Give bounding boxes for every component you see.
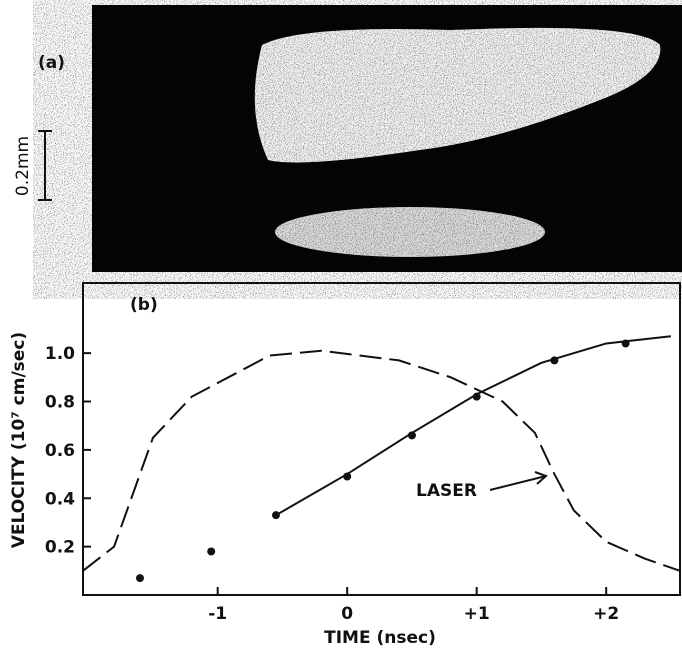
y-tick-label: 1.0 xyxy=(45,344,75,364)
x-tick-label: 0 xyxy=(341,604,353,624)
y-tick-label: 0.8 xyxy=(45,393,75,413)
scale-label: 0.2mm xyxy=(13,136,33,196)
x-tick-label: -1 xyxy=(208,604,227,624)
x-axis-label: TIME (nsec) xyxy=(324,628,436,648)
annotation: LASER xyxy=(416,481,477,501)
y-axis-label: VELOCITY (10⁷ cm/sec) xyxy=(9,332,29,548)
data-point xyxy=(135,574,144,583)
panel-label: (a) xyxy=(38,53,65,73)
streak-image xyxy=(92,5,682,272)
y-tick-label: 0.4 xyxy=(45,489,75,509)
panel-label: (b) xyxy=(130,295,158,315)
data-point xyxy=(207,547,216,556)
y-tick-label: 0.6 xyxy=(45,441,75,461)
laser-curve xyxy=(82,349,681,572)
fit-line xyxy=(275,335,672,517)
x-tick-label: +2 xyxy=(593,604,619,624)
plot-frame xyxy=(82,282,681,596)
x-tick-label: +1 xyxy=(464,604,490,624)
y-tick-label: 0.2 xyxy=(45,538,75,558)
scale-bar xyxy=(38,130,52,201)
annotation-arrow xyxy=(489,471,548,491)
